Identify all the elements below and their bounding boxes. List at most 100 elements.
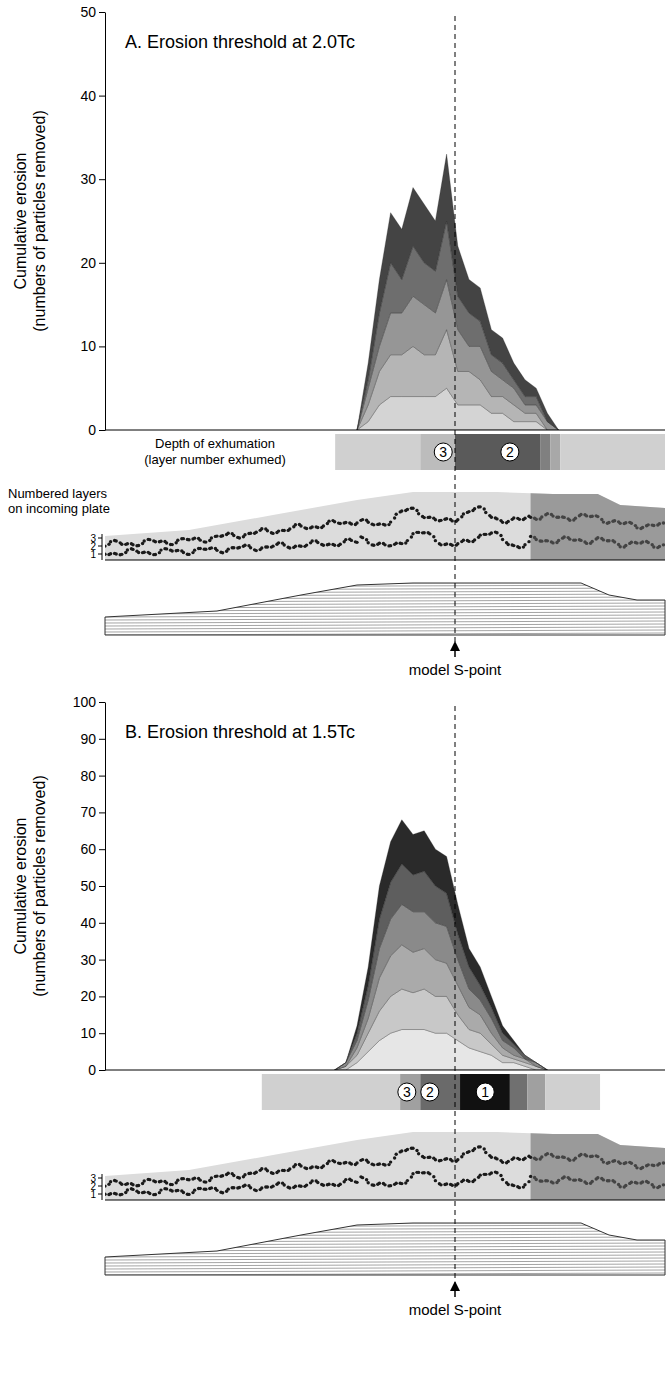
section-particle [602,1178,605,1181]
exhumation-label-circle [434,443,452,461]
section-particle [585,1182,588,1185]
y-axis-line [105,13,106,431]
section-particle [462,1179,465,1182]
y-tick: 60 [80,841,105,857]
section-particle [462,512,465,515]
section-hatch [105,1225,665,1227]
section-particle [182,551,185,554]
section-particle [568,1177,571,1180]
section-particle [199,547,202,550]
section-hatch [105,1219,665,1221]
section-particle [277,1169,280,1172]
section-particle [148,1178,151,1181]
section-particle [490,531,493,534]
section-particle [467,510,470,513]
section-particle [596,536,599,539]
section-particle [131,548,134,551]
section-particle [417,512,420,515]
section-particle [652,524,655,527]
s-point-line [455,16,456,643]
section-particle [662,521,665,524]
section-particle [507,543,510,546]
section-particle [221,551,224,554]
y-tick: 80 [80,768,105,784]
section-particle [361,518,364,521]
section-particle [327,1182,330,1185]
y-tick-mark [99,263,105,264]
section-particle [602,538,605,541]
section-particle [479,1145,482,1148]
s-point-label: model S-point [409,1301,502,1318]
section-particle [411,1147,414,1150]
section-particle [154,1180,157,1183]
exhumation-label: 1 [481,1084,489,1100]
section-particle [221,534,224,537]
exhumation-title: (layer number exhumed) [144,452,286,467]
section-particle [316,541,319,544]
section-deformed-zone [531,1120,665,1200]
section-particle [479,505,482,508]
section-particle [305,527,308,530]
y-tick-mark [99,996,105,997]
section-particle [294,545,297,548]
y-tick-mark [99,849,105,850]
exhumation-band [510,1074,527,1110]
section-particle [350,539,353,542]
section-particle [120,543,123,546]
section-particle [568,1159,571,1162]
section-hatch [105,1249,665,1251]
section-particle [551,1154,554,1157]
section-particle [607,1179,610,1182]
section-particle [187,538,190,541]
section-particle [350,522,353,525]
section-particle [439,519,442,522]
plot-area [335,820,548,1070]
section-particle [210,1176,213,1179]
section-hatch [105,1240,665,1242]
section-particle [501,1178,504,1181]
section-particle [467,1180,470,1183]
section-particle [607,521,610,524]
section-particle [187,1178,190,1181]
section-particle [193,536,196,539]
section-particle [266,529,269,532]
y-tick-mark [99,96,105,97]
section-particle [529,516,532,519]
section-particle [260,546,263,549]
section-particle [495,1157,498,1160]
section-particle [260,1167,263,1170]
panel: 01020304050Cumulative erosion(numbers of… [8,4,665,678]
section-particle [647,1163,650,1166]
section-particle [283,543,286,546]
y-tick: 20 [80,988,105,1004]
section-particle [512,1156,515,1159]
section-base [105,1200,665,1201]
exhumation-band [420,1074,460,1110]
section-particle [596,1176,599,1179]
y-tick-mark [99,886,105,887]
section-hatch [105,579,665,581]
y-tick-label: 100 [73,694,97,710]
section-particle [658,522,661,525]
x-axis-line [105,430,665,431]
section-particle [400,542,403,545]
section-particle [221,1191,224,1194]
section-particle [411,507,414,510]
y-axis-title: (numbers of particles removed) [31,110,48,331]
section-particle [249,546,252,549]
section-particle [171,549,174,552]
section-particle [271,544,274,547]
section-particle [283,1183,286,1186]
section-particle [428,1172,431,1175]
y-tick: 30 [80,952,105,968]
section-particle [527,540,530,543]
y-tick: 10 [80,1025,105,1041]
cross-section-particles [103,480,665,560]
section-particle [154,553,157,556]
section-hatch [105,1264,665,1266]
section-particle [467,540,470,543]
section-particle [103,1184,106,1187]
y-tick-label: 10 [80,1025,96,1041]
section-hatch [105,1270,665,1272]
section-particle [451,543,454,546]
